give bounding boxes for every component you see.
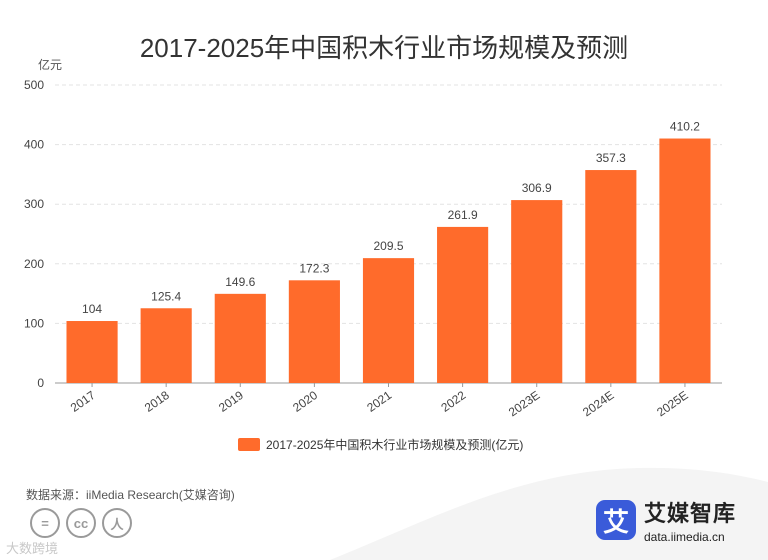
chart-title: 2017-2025年中国积木行业市场规模及预测 xyxy=(139,33,629,63)
x-tick-label: 2021 xyxy=(364,388,394,415)
bar-2023E xyxy=(511,200,563,383)
y-tick-label: 500 xyxy=(24,78,44,92)
bar-2021 xyxy=(362,258,415,383)
y-tick-label: 100 xyxy=(24,316,44,330)
legend-swatch xyxy=(238,438,260,451)
data-source: 数据来源：iiMedia Research(艾媒咨询) xyxy=(26,488,235,502)
bar-2018 xyxy=(140,308,192,383)
bar-2020 xyxy=(288,280,340,383)
data-label-2023E: 306.9 xyxy=(522,181,552,195)
x-tick-label: 2018 xyxy=(142,388,172,415)
data-label-2019: 149.6 xyxy=(225,275,255,289)
x-tick-label: 2023E xyxy=(506,388,542,419)
bar-2017 xyxy=(66,321,118,383)
data-label-2021: 209.5 xyxy=(373,239,403,253)
footer-watermark: 大数跨境 xyxy=(6,541,59,556)
y-axis-unit-label: 亿元 xyxy=(38,57,62,72)
brand-logo-icon: 艾 xyxy=(596,500,636,540)
x-tick-label: 2020 xyxy=(290,388,320,415)
bar-2019 xyxy=(214,293,266,383)
bar-2022 xyxy=(437,226,489,383)
bar-2024E xyxy=(585,170,637,383)
x-tick-label: 2024E xyxy=(580,388,616,419)
legend-label: 2017-2025年中国积木行业市场规模及预测(亿元) xyxy=(266,438,524,452)
x-tick-label: 2025E xyxy=(654,388,690,419)
x-tick-label: 2022 xyxy=(438,388,468,415)
license-icons: = cc 人 xyxy=(30,508,132,538)
x-tick-label: 2019 xyxy=(216,388,246,415)
data-label-2022: 261.9 xyxy=(448,208,478,222)
brand-name: 艾媒智库 xyxy=(644,501,737,526)
y-tick-label: 400 xyxy=(24,138,44,152)
equals-icon: = xyxy=(30,508,60,538)
creative-commons-icon: cc xyxy=(66,508,96,538)
x-tick-label: 2017 xyxy=(68,388,98,415)
data-label-2017: 104 xyxy=(82,302,102,316)
chart-legend: 2017-2025年中国积木行业市场规模及预测(亿元) xyxy=(238,436,523,453)
y-tick-label: 200 xyxy=(24,257,44,271)
bar-2025E xyxy=(659,138,711,383)
data-label-2018: 125.4 xyxy=(151,289,181,303)
data-label-2024E: 357.3 xyxy=(596,151,626,165)
data-label-2025E: 410.2 xyxy=(670,120,700,134)
person-icon: 人 xyxy=(102,508,132,538)
data-label-2020: 172.3 xyxy=(299,261,329,275)
brand: 艾 艾媒智库 data.iimedia.cn xyxy=(596,496,736,544)
brand-url: data.iimedia.cn xyxy=(644,530,725,544)
y-tick-label: 300 xyxy=(24,197,44,211)
y-tick-label: 0 xyxy=(37,376,44,390)
